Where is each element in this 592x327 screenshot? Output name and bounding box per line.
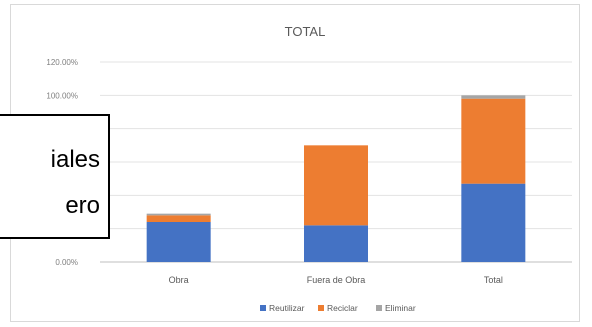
bar-segment-reciclar <box>304 145 368 226</box>
bars <box>146 95 526 262</box>
y-tick-label: 100.00% <box>46 91 78 100</box>
text-callout-box: iales ero <box>0 114 110 239</box>
callout-line-2: ero <box>65 192 100 219</box>
legend-swatch <box>376 305 382 311</box>
y-tick-label: 120.00% <box>46 58 78 67</box>
legend-label: Eliminar <box>385 303 416 313</box>
bar-segment-reciclar <box>461 98 526 184</box>
callout-line-1: iales <box>50 146 100 173</box>
legend-label: Reutilizar <box>269 303 305 313</box>
bar-segment-eliminar <box>461 95 526 99</box>
y-axis-ticks: 0.00% 100.00% 120.00% <box>46 58 78 267</box>
x-category-label: Obra <box>169 275 189 285</box>
bar-segment-reciclar <box>146 215 211 222</box>
bar-segment-reutilizar <box>146 222 211 262</box>
x-category-label: Total <box>484 275 503 285</box>
legend-swatch <box>260 305 266 311</box>
legend-label: Reciclar <box>327 303 358 313</box>
bar-segment-reutilizar <box>304 225 368 262</box>
chart-title: TOTAL <box>285 24 326 39</box>
bar-segment-eliminar <box>146 213 211 216</box>
legend-swatch <box>318 305 324 311</box>
x-axis-categories: Obra Fuera de Obra Total <box>169 275 503 285</box>
bar-segment-reutilizar <box>461 183 526 262</box>
y-tick-label: 0.00% <box>55 258 78 267</box>
legend: Reutilizar Reciclar Eliminar <box>260 303 416 313</box>
x-category-label: Fuera de Obra <box>307 275 366 285</box>
